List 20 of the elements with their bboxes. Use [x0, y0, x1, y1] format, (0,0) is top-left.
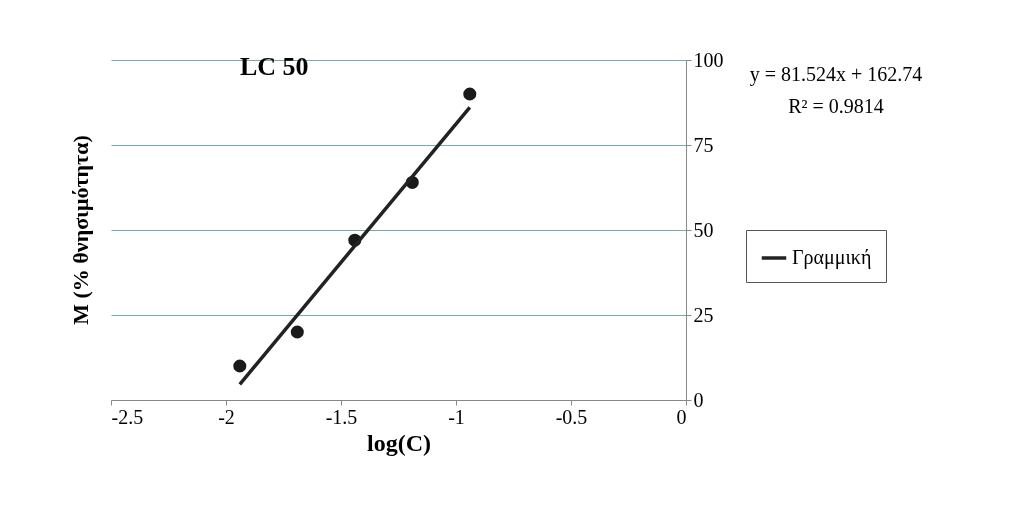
x-tick-label: -0.5 [555, 405, 588, 428]
chart-title: LC 50 [240, 52, 309, 81]
x-tick-label: -1 [448, 405, 465, 428]
x-axis-title: log(C) [367, 429, 431, 456]
legend-label: Γραμμική [792, 246, 872, 269]
x-tick-label: -2.5 [111, 405, 144, 428]
text: R² = 0.9814 [788, 95, 884, 117]
x-tick-label: -2 [218, 405, 235, 428]
point [233, 359, 247, 373]
y-tick-label: 25 [693, 303, 714, 326]
y-axis-title: M (% θνησιμότητα) [68, 135, 93, 325]
x-tick-label: -1.5 [325, 405, 358, 428]
y-tick-label: 75 [693, 133, 714, 156]
point [463, 87, 477, 101]
y-tick-label: 100 [693, 48, 724, 71]
point [290, 325, 304, 339]
x-tick-label: 0 [676, 405, 687, 428]
y-tick-label: 0 [693, 388, 704, 411]
text: y = 81.524x + 162.74 [749, 63, 923, 86]
y-tick-label: 50 [693, 218, 714, 241]
